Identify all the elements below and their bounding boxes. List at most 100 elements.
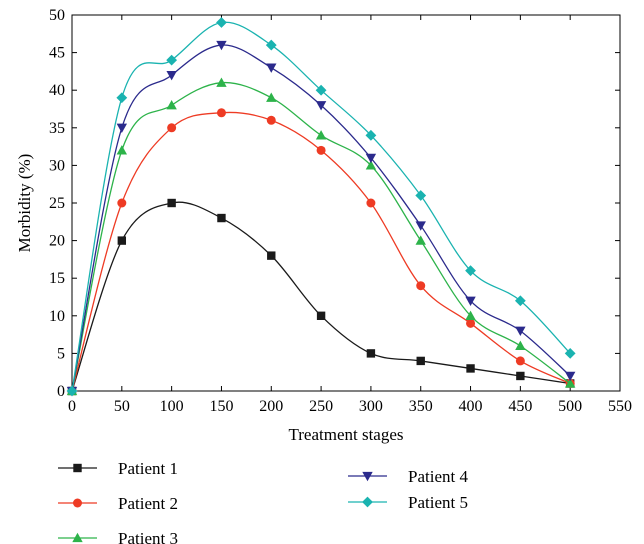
y-tick-label: 15 [49, 270, 65, 287]
data-point [66, 385, 78, 397]
data-point [516, 371, 525, 381]
series-2 [67, 108, 575, 396]
legend-entry: Patient 5 [348, 493, 468, 512]
data-point [166, 54, 178, 66]
series-1 [67, 198, 575, 396]
series-layer [66, 17, 576, 397]
data-point [416, 356, 425, 366]
data-point [465, 265, 476, 277]
data-point [266, 63, 277, 73]
data-point [416, 281, 426, 291]
series-line [71, 81, 571, 392]
series-line [71, 201, 571, 392]
data-point [365, 129, 377, 141]
data-point [365, 153, 377, 164]
data-point [366, 349, 376, 358]
legend-label: Patient 3 [118, 529, 178, 544]
series-5 [66, 17, 576, 397]
y-tick-label: 10 [49, 308, 65, 325]
data-point [514, 295, 526, 307]
x-tick-label: 450 [508, 398, 532, 415]
y-tick-label: 25 [49, 195, 65, 212]
x-tick-label: 250 [309, 398, 333, 415]
y-tick-label: 50 [49, 7, 65, 24]
data-point [515, 356, 525, 366]
y-tick-label: 35 [49, 120, 65, 137]
legend-marker [73, 498, 82, 508]
legend-entry: Patient 3 [58, 529, 178, 544]
data-point [117, 198, 127, 208]
series-line [71, 21, 571, 392]
legend-label: Patient 2 [118, 494, 178, 513]
legend-label: Patient 5 [408, 493, 468, 512]
legend-marker [362, 496, 373, 508]
data-point [267, 251, 276, 260]
data-point [315, 130, 327, 140]
legend-label: Patient 1 [118, 459, 178, 478]
legend-marker [72, 532, 83, 543]
series-line [71, 44, 571, 392]
data-point [465, 310, 476, 320]
data-point [117, 236, 127, 245]
data-point [266, 115, 276, 125]
y-tick-label: 45 [49, 45, 65, 62]
y-tick-label: 40 [49, 82, 65, 99]
y-tick-label: 30 [49, 157, 65, 174]
data-point [415, 235, 426, 245]
data-point [265, 39, 277, 51]
x-tick-label: 350 [409, 398, 433, 415]
data-point [465, 296, 476, 306]
data-point [116, 123, 128, 133]
data-point [167, 198, 176, 208]
x-tick-label: 50 [114, 398, 130, 415]
x-tick-label: 150 [209, 398, 233, 415]
legend: Patient 1 Patient 2 Patient 3 Patient 4 Pati… [58, 459, 468, 544]
legend-entry: Patient 1 [58, 459, 178, 478]
data-point [266, 92, 277, 102]
x-tick-label: 300 [359, 398, 383, 415]
y-tick-label: 20 [49, 233, 65, 250]
data-point [216, 77, 227, 87]
data-point [515, 326, 526, 337]
y-tick-label: 0 [57, 383, 65, 400]
y-tick-label: 5 [57, 345, 65, 362]
data-point [515, 340, 526, 351]
data-point [316, 311, 326, 320]
data-point [564, 378, 576, 388]
legend-marker [362, 471, 373, 482]
data-point [315, 84, 327, 96]
x-tick-label: 550 [608, 398, 632, 415]
data-point [315, 101, 327, 111]
data-point [166, 71, 177, 81]
data-point [167, 123, 177, 133]
legend-label: Patient 4 [408, 467, 468, 486]
x-axis-title: Treatment stages [288, 425, 403, 444]
x-tick-label: 100 [160, 398, 184, 415]
data-point [217, 213, 226, 223]
data-point [116, 145, 128, 155]
series-3 [66, 77, 576, 396]
data-point [166, 100, 177, 110]
data-point [216, 17, 227, 28]
x-tick-label: 500 [558, 398, 582, 415]
data-point [564, 348, 576, 359]
legend-marker [73, 463, 82, 473]
x-tick-label: 0 [68, 398, 76, 415]
data-point [216, 40, 227, 51]
legend-entry: Patient 2 [58, 494, 178, 513]
data-point [415, 221, 426, 231]
x-tick-label: 200 [259, 398, 283, 415]
x-tick-label: 400 [459, 398, 483, 415]
data-point [316, 145, 326, 155]
data-point [216, 108, 226, 118]
data-point [466, 364, 475, 373]
data-point [365, 160, 377, 170]
plot-frame [71, 14, 621, 392]
data-point [415, 190, 427, 201]
y-axis-title: Morbidity (%) [15, 154, 34, 253]
data-point [466, 318, 476, 328]
legend-entry: Patient 4 [348, 467, 468, 486]
data-point [366, 198, 376, 208]
